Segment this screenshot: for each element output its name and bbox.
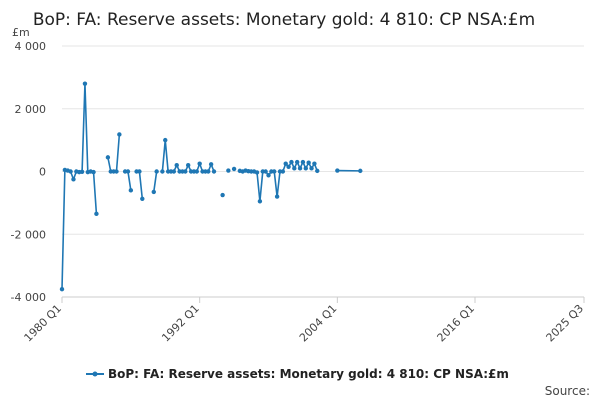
legend-label: BoP: FA: Reserve assets: Monetary gold: … [108, 367, 509, 381]
series-line-segment [107, 134, 121, 173]
data-point [151, 189, 156, 195]
data-point [82, 81, 88, 86]
y-tick-label: 4 000 [15, 40, 47, 53]
data-point [315, 168, 320, 174]
data-point [94, 211, 99, 217]
data-point [294, 159, 300, 165]
source-label: Source: [545, 384, 590, 398]
data-point [358, 168, 363, 174]
data-point [283, 161, 288, 166]
data-point [208, 162, 214, 167]
data-point [306, 160, 311, 165]
series-line-segment [125, 170, 132, 191]
data-point [117, 132, 122, 137]
data-point [289, 159, 294, 165]
data-point [186, 163, 191, 168]
data-point [335, 168, 340, 173]
x-tick-label: 1980 Q1 [22, 302, 65, 345]
y-tick-label: 2 000 [15, 103, 47, 116]
chart-title: BoP: FA: Reserve assets: Monetary gold: … [33, 10, 535, 30]
data-point [171, 169, 177, 174]
x-tick-label: 2016 Q1 [435, 302, 478, 345]
series-line-segment [61, 82, 98, 290]
data-point [71, 177, 76, 182]
data-point [59, 286, 65, 292]
data-point [206, 169, 211, 174]
data-point [257, 199, 263, 204]
x-tick-label: 1992 Q1 [159, 302, 202, 345]
data-point [194, 169, 199, 174]
y-tick-label: -4 000 [11, 291, 46, 304]
data-point [220, 192, 225, 198]
x-tick-label: 2004 Q1 [297, 302, 340, 345]
data-point [292, 166, 297, 171]
data-point [266, 173, 271, 178]
data-point [154, 169, 159, 174]
y-tick-label: -2 000 [11, 228, 46, 241]
series-line-group [59, 81, 363, 292]
data-point [163, 137, 168, 143]
data-point [226, 168, 231, 173]
data-point [174, 163, 179, 168]
data-point [274, 194, 280, 199]
y-axis-unit-label: £m [12, 26, 30, 39]
data-point [263, 169, 268, 174]
data-point [303, 166, 308, 171]
data-point [300, 159, 306, 165]
series-line-segment [136, 170, 144, 199]
legend-marker-swatch [92, 371, 98, 377]
data-point [79, 169, 85, 175]
data-point [125, 169, 131, 174]
data-point [197, 161, 202, 166]
data-point [312, 161, 317, 166]
axes: -4 000 -2 000 0 2 000 4 000 1980 Q1 1992 Q1 200… [11, 40, 587, 344]
data-point [160, 169, 165, 174]
data-point [137, 169, 142, 174]
data-point [309, 166, 314, 171]
data-point [231, 166, 237, 172]
data-point [128, 188, 134, 193]
data-point [272, 169, 277, 174]
data-point [91, 169, 96, 175]
data-point [183, 169, 188, 174]
data-point [286, 164, 291, 169]
data-point [140, 196, 145, 201]
data-point [297, 166, 303, 171]
data-point [280, 169, 286, 174]
series-line-segment [152, 171, 158, 193]
data-point [114, 169, 119, 174]
x-tick-label: 2025 Q3 [544, 302, 587, 345]
data-point [105, 155, 111, 160]
data-point [211, 169, 217, 174]
data-point [68, 169, 73, 174]
y-tick-label: 0 [39, 166, 46, 179]
data-point [254, 170, 260, 175]
legend[interactable]: BoP: FA: Reserve assets: Monetary gold: … [86, 367, 509, 381]
